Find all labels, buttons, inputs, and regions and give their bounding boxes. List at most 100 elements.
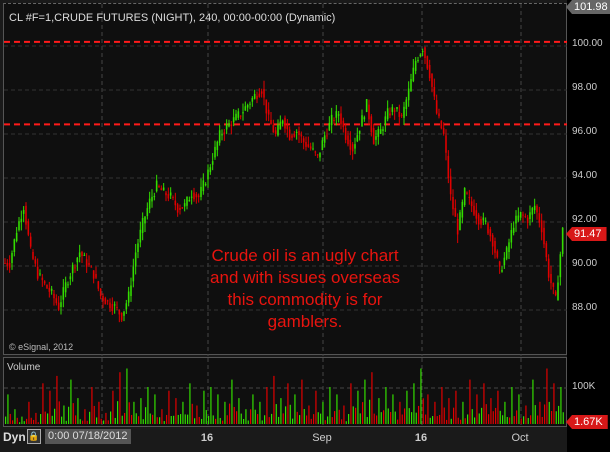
- candle-body: [160, 188, 163, 191]
- candle-body: [186, 196, 188, 206]
- volume-bar: [93, 405, 95, 424]
- volume-bar: [453, 407, 455, 424]
- candle-body: [162, 187, 165, 191]
- candle-body: [190, 196, 193, 198]
- volume-panel[interactable]: [3, 357, 568, 428]
- candle-body: [295, 131, 298, 133]
- candle-body: [309, 146, 312, 149]
- candle-body: [179, 208, 181, 211]
- candle-body: [354, 144, 356, 149]
- candle-body: [288, 129, 291, 140]
- volume-bar: [54, 408, 56, 424]
- candle-body: [256, 95, 258, 100]
- volume-bar: [509, 417, 511, 424]
- volume-bar: [296, 411, 298, 424]
- candle-body: [263, 89, 265, 98]
- volume-bar: [317, 412, 319, 424]
- candle-body: [456, 219, 459, 235]
- volume-bar: [268, 417, 270, 424]
- candle-body: [470, 201, 473, 207]
- volume-bar: [376, 415, 378, 424]
- volume-bar: [327, 416, 329, 424]
- volume-bar: [282, 413, 284, 424]
- candle-body: [246, 105, 249, 108]
- candle-body: [195, 194, 198, 198]
- candle-body: [333, 120, 335, 121]
- candle-body: [251, 97, 254, 102]
- volume-bar: [338, 409, 340, 424]
- candle-body: [137, 243, 139, 252]
- candle-body: [97, 281, 100, 289]
- candle-body: [494, 241, 496, 253]
- candle-body: [139, 229, 142, 243]
- volume-bar: [299, 415, 301, 424]
- candle-body: [365, 99, 368, 112]
- volume-bar: [415, 412, 417, 424]
- candle-body: [337, 114, 340, 116]
- candle-body: [258, 93, 261, 97]
- candle-body: [496, 251, 499, 258]
- candle-body: [15, 232, 18, 241]
- volume-bar: [441, 387, 443, 424]
- volume-bar: [371, 372, 373, 424]
- volume-bar: [460, 419, 462, 424]
- candle-body: [414, 60, 417, 71]
- dynamic-mode-label[interactable]: Dyn: [3, 430, 26, 444]
- candle-body: [127, 291, 130, 303]
- y-tick-label: 92.00: [572, 214, 598, 225]
- candle-body: [123, 311, 125, 316]
- volume-bar: [448, 398, 450, 424]
- volume-bar: [19, 422, 21, 424]
- volume-bar: [287, 383, 289, 424]
- volume-bar: [294, 394, 296, 424]
- volume-bar: [215, 418, 217, 424]
- candle-body: [146, 208, 149, 217]
- candle-body: [53, 293, 55, 299]
- volume-bar: [224, 401, 226, 424]
- volume-bar: [180, 414, 182, 424]
- volume-bar: [518, 394, 520, 424]
- volume-bar: [320, 413, 322, 424]
- volume-bar: [257, 414, 259, 424]
- candle-body: [424, 47, 426, 58]
- volume-bar: [476, 394, 478, 424]
- volume-bar: [513, 416, 515, 424]
- candle-body: [106, 300, 109, 302]
- candle-body: [561, 227, 564, 254]
- candle-body: [48, 287, 51, 292]
- candle-body: [132, 266, 135, 282]
- volume-bar: [170, 415, 172, 424]
- volume-bar: [82, 420, 84, 424]
- volume-bar: [35, 412, 37, 424]
- candle-body: [274, 130, 277, 134]
- volume-bar: [366, 417, 368, 424]
- candle-body: [200, 186, 202, 197]
- volume-bar: [469, 379, 471, 424]
- candle-body: [461, 201, 464, 218]
- volume-bar: [119, 372, 121, 424]
- candle-body: [113, 304, 116, 306]
- volume-bar: [380, 412, 382, 424]
- candle-body: [11, 252, 13, 263]
- volume-bar: [544, 404, 546, 424]
- candle-body: [81, 252, 83, 257]
- candle-body: [69, 276, 72, 280]
- volume-bar: [98, 401, 100, 424]
- candle-body: [554, 291, 557, 296]
- volume-bar: [261, 420, 263, 424]
- lock-icon[interactable]: 🔒: [27, 429, 41, 444]
- volume-bar: [341, 419, 343, 424]
- volume-bar: [462, 401, 464, 424]
- volume-bar: [478, 413, 480, 424]
- price-panel[interactable]: CL #F=1,CRUDE FUTURES (NIGHT), 240, 00:0…: [3, 3, 568, 356]
- candle-body: [284, 117, 286, 129]
- candle-body: [377, 128, 380, 137]
- candle-body: [372, 128, 375, 145]
- volume-bar: [418, 405, 420, 424]
- volume-bar: [9, 413, 11, 424]
- chart-title: CL #F=1,CRUDE FUTURES (NIGHT), 240, 00:0…: [9, 12, 336, 24]
- volume-bar: [429, 417, 431, 424]
- price-axis[interactable]: [567, 0, 610, 452]
- candle-body: [204, 183, 207, 186]
